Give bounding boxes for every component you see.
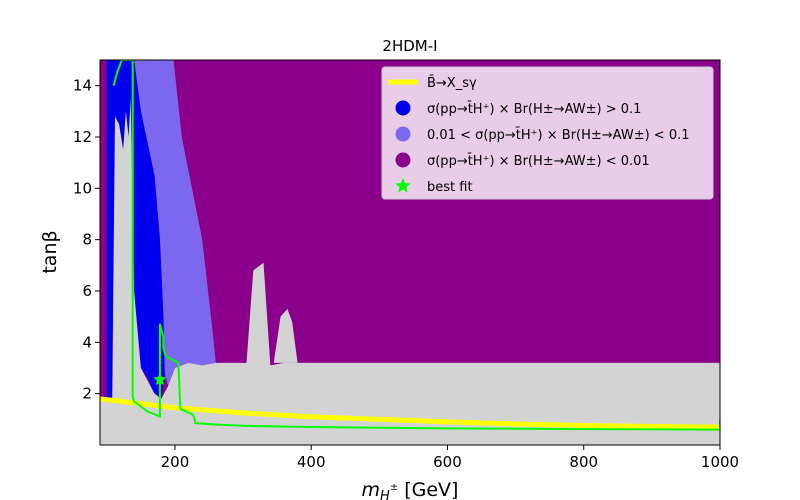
bsg-line bbox=[100, 396, 720, 430]
y-tick-label: 2 bbox=[82, 385, 92, 403]
legend: B̄→X_sγ σ(pp→t̄H⁺) × Br(H±→AW±) > 0.1 0.01… bbox=[381, 66, 714, 200]
legend-label-low: σ(pp→t̄H⁺) × Br(H±→AW±) < 0.01 bbox=[427, 154, 650, 169]
y-tick-label: 14 bbox=[73, 77, 92, 95]
legend-label-mid: 0.01 < σ(pp→t̄H⁺) × Br(H±→AW±) < 0.1 bbox=[427, 128, 690, 143]
legend-label-high: σ(pp→t̄H⁺) × Br(H±→AW±) > 0.1 bbox=[427, 102, 641, 117]
y-tick-label: 6 bbox=[82, 282, 92, 300]
legend-label-best_fit: best fit bbox=[427, 180, 473, 195]
excluded-region-bump bbox=[273, 308, 298, 363]
legend-marker-low bbox=[395, 152, 411, 168]
y-tick-label: 8 bbox=[82, 231, 92, 249]
y-tick-label: 12 bbox=[73, 128, 92, 146]
legend-box bbox=[381, 66, 714, 200]
x-tick-label: 600 bbox=[433, 453, 462, 471]
y-axis-label: tanβ bbox=[39, 230, 61, 273]
high-region bbox=[106, 60, 165, 399]
x-tick-label: 800 bbox=[569, 453, 598, 471]
x-tick-label: 200 bbox=[161, 453, 190, 471]
legend-marker-mid bbox=[395, 126, 411, 142]
legend-label-bsg: B̄→X_sγ bbox=[427, 76, 477, 91]
excluded-region bbox=[100, 98, 720, 445]
x-axis: 200 400 600 800 1000 bbox=[161, 445, 739, 471]
x-tick-label: 1000 bbox=[701, 453, 739, 471]
legend-marker-best_fit bbox=[395, 178, 411, 193]
regions-layer bbox=[100, 60, 720, 445]
best-fit-marker bbox=[153, 372, 167, 386]
plot-frame bbox=[99, 59, 721, 446]
chart-title: 2HDM-I bbox=[382, 37, 437, 55]
y-tick-label: 10 bbox=[73, 179, 92, 197]
mid-region bbox=[110, 60, 216, 386]
y-axis: 2 4 6 8 10 12 14 bbox=[73, 77, 100, 403]
legend-marker-high bbox=[395, 100, 411, 116]
lines-layer bbox=[100, 60, 720, 431]
y-tick-label: 4 bbox=[82, 333, 92, 351]
x-axis-label: mH± [GeV] bbox=[362, 479, 459, 500]
fit-contour bbox=[112, 60, 720, 431]
x-tick-label: 400 bbox=[297, 453, 326, 471]
